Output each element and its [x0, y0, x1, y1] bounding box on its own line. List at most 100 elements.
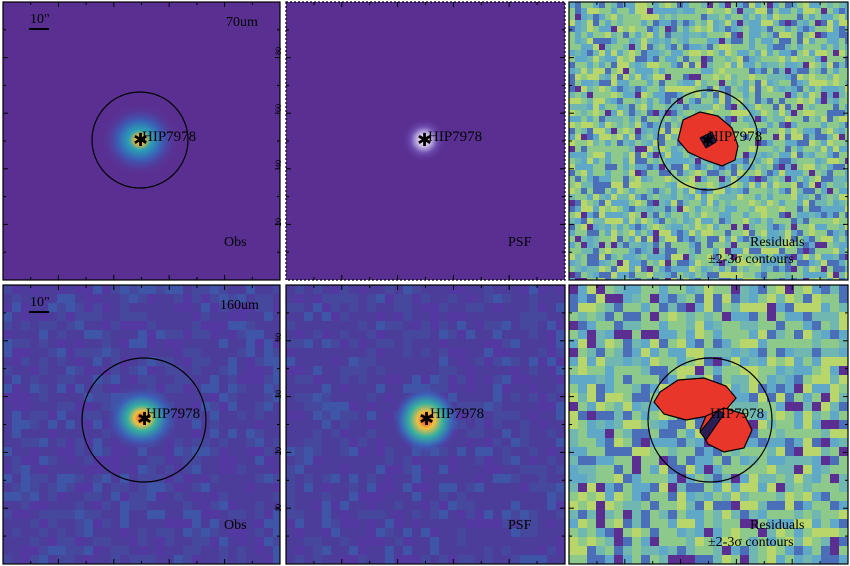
noise-pixel	[611, 116, 617, 122]
noise-pixel	[707, 80, 713, 86]
noise-pixel	[593, 134, 599, 140]
noise-pixel	[665, 188, 671, 194]
noise-pixel	[75, 303, 84, 312]
noise-pixel	[833, 188, 839, 194]
noise-pixel	[93, 411, 102, 420]
noise-pixel	[713, 254, 719, 260]
noise-pixel	[755, 188, 761, 194]
noise-pixel	[833, 14, 839, 20]
noise-pixel	[102, 501, 111, 510]
noise-pixel	[322, 303, 331, 312]
noise-pixel	[111, 303, 120, 312]
noise-pixel	[830, 348, 839, 357]
noise-pixel	[701, 248, 707, 254]
noise-pixel	[599, 254, 605, 260]
noise-pixel	[376, 312, 385, 321]
noise-pixel	[761, 242, 767, 248]
noise-pixel	[605, 164, 611, 170]
noise-pixel	[767, 501, 776, 510]
noise-pixel	[701, 272, 707, 278]
noise-pixel	[803, 128, 809, 134]
noise-pixel	[725, 26, 731, 32]
noise-pixel	[803, 254, 809, 260]
noise-pixel	[647, 206, 653, 212]
noise-pixel	[725, 230, 731, 236]
noise-pixel	[57, 501, 66, 510]
noise-pixel	[617, 38, 623, 44]
noise-pixel	[701, 236, 707, 242]
noise-pixel	[623, 474, 632, 483]
noise-pixel	[183, 402, 192, 411]
noise-pixel	[569, 474, 578, 483]
noise-pixel	[3, 402, 12, 411]
noise-pixel	[331, 555, 340, 564]
noise-pixel	[614, 420, 623, 429]
noise-pixel	[671, 200, 677, 206]
noise-pixel	[821, 402, 830, 411]
noise-pixel	[93, 312, 102, 321]
noise-pixel	[812, 492, 821, 501]
noise-pixel	[156, 483, 165, 492]
noise-pixel	[617, 194, 623, 200]
noise-pixel	[623, 465, 632, 474]
noise-pixel	[689, 86, 695, 92]
noise-pixel	[587, 86, 593, 92]
noise-pixel	[614, 447, 623, 456]
noise-pixel	[785, 447, 794, 456]
noise-pixel	[322, 294, 331, 303]
noise-pixel	[599, 116, 605, 122]
noise-pixel	[629, 212, 635, 218]
noise-pixel	[707, 50, 713, 56]
noise-pixel	[57, 492, 66, 501]
noise-pixel	[111, 519, 120, 528]
noise-pixel	[617, 128, 623, 134]
noise-pixel	[803, 32, 809, 38]
noise-pixel	[48, 366, 57, 375]
noise-pixel	[340, 510, 349, 519]
noise-pixel	[689, 212, 695, 218]
noise-pixel	[827, 38, 833, 44]
noise-pixel	[376, 528, 385, 537]
noise-pixel	[830, 375, 839, 384]
noise-pixel	[659, 303, 668, 312]
noise-pixel	[219, 474, 228, 483]
noise-pixel	[791, 182, 797, 188]
noise-pixel	[647, 224, 653, 230]
noise-pixel	[677, 254, 683, 260]
noise-pixel	[677, 303, 686, 312]
noise-pixel	[731, 74, 737, 80]
noise-pixel	[48, 447, 57, 456]
noise-pixel	[520, 483, 529, 492]
noise-pixel	[569, 200, 575, 206]
noise-pixel	[439, 465, 448, 474]
noise-pixel	[475, 402, 484, 411]
noise-pixel	[331, 321, 340, 330]
noise-pixel	[821, 164, 827, 170]
noise-pixel	[740, 366, 749, 375]
noise-pixel	[767, 176, 773, 182]
noise-pixel	[668, 339, 677, 348]
noise-pixel	[725, 176, 731, 182]
noise-pixel	[599, 200, 605, 206]
noise-pixel	[653, 50, 659, 56]
noise-pixel	[587, 330, 596, 339]
noise-pixel	[695, 348, 704, 357]
noise-pixel	[246, 303, 255, 312]
noise-pixel	[599, 128, 605, 134]
noise-pixel	[349, 492, 358, 501]
noise-pixel	[466, 375, 475, 384]
noise-pixel	[264, 447, 273, 456]
noise-pixel	[3, 474, 12, 483]
noise-pixel	[75, 483, 84, 492]
noise-pixel	[677, 339, 686, 348]
noise-pixel	[665, 140, 671, 146]
noise-pixel	[84, 303, 93, 312]
noise-pixel	[749, 224, 755, 230]
noise-pixel	[599, 122, 605, 128]
noise-pixel	[761, 224, 767, 230]
noise-pixel	[749, 260, 755, 266]
noise-pixel	[767, 474, 776, 483]
noise-pixel	[569, 384, 578, 393]
noise-pixel	[587, 194, 593, 200]
noise-pixel	[833, 68, 839, 74]
